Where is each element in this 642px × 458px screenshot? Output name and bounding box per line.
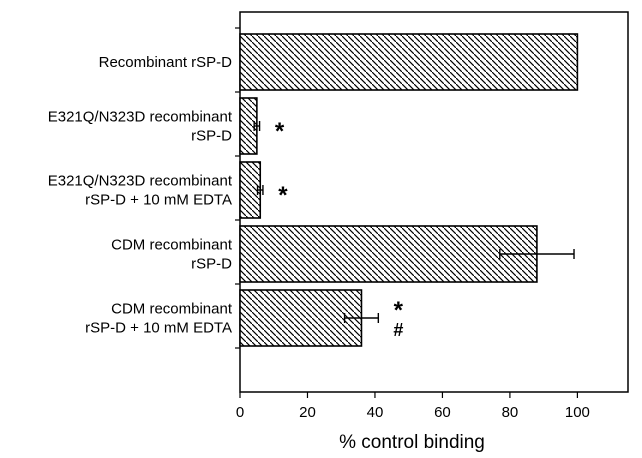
bars-group — [239, 33, 579, 347]
bar — [239, 33, 579, 91]
category-label: rSP-D — [191, 256, 232, 273]
category-labels: Recombinant rSP-D E321Q/N323D recombinant… — [48, 54, 233, 337]
x-axis-ticks: 0 20 40 60 80 100 — [235, 27, 590, 421]
significance-asterisk: * — [394, 297, 404, 324]
category-label: CDM recombinant — [111, 237, 233, 254]
error-bars-group — [253, 121, 575, 323]
x-tick-label: 0 — [236, 404, 244, 421]
category-label: E321Q/N323D recombinant — [48, 173, 233, 190]
x-tick-label: 80 — [502, 404, 519, 421]
significance-asterisk: * — [278, 182, 288, 209]
significance-asterisk: * — [275, 118, 285, 145]
x-tick-label: 20 — [299, 404, 316, 421]
bar — [239, 289, 363, 347]
category-label: E321Q/N323D recombinant — [48, 109, 233, 126]
bar — [239, 225, 538, 283]
x-axis-title: % control binding — [339, 432, 485, 453]
category-label: CDM recombinant — [111, 301, 233, 318]
annotations-group: ***# — [275, 118, 404, 340]
significance-hash: # — [393, 320, 403, 340]
category-label: rSP-D + 10 mM EDTA — [85, 320, 232, 337]
x-tick-label: 100 — [565, 404, 590, 421]
category-label: rSP-D — [191, 128, 232, 145]
x-tick-label: 40 — [367, 404, 384, 421]
category-label: rSP-D + 10 mM EDTA — [85, 192, 232, 209]
category-label: Recombinant rSP-D — [99, 54, 233, 71]
x-tick-label: 60 — [434, 404, 451, 421]
